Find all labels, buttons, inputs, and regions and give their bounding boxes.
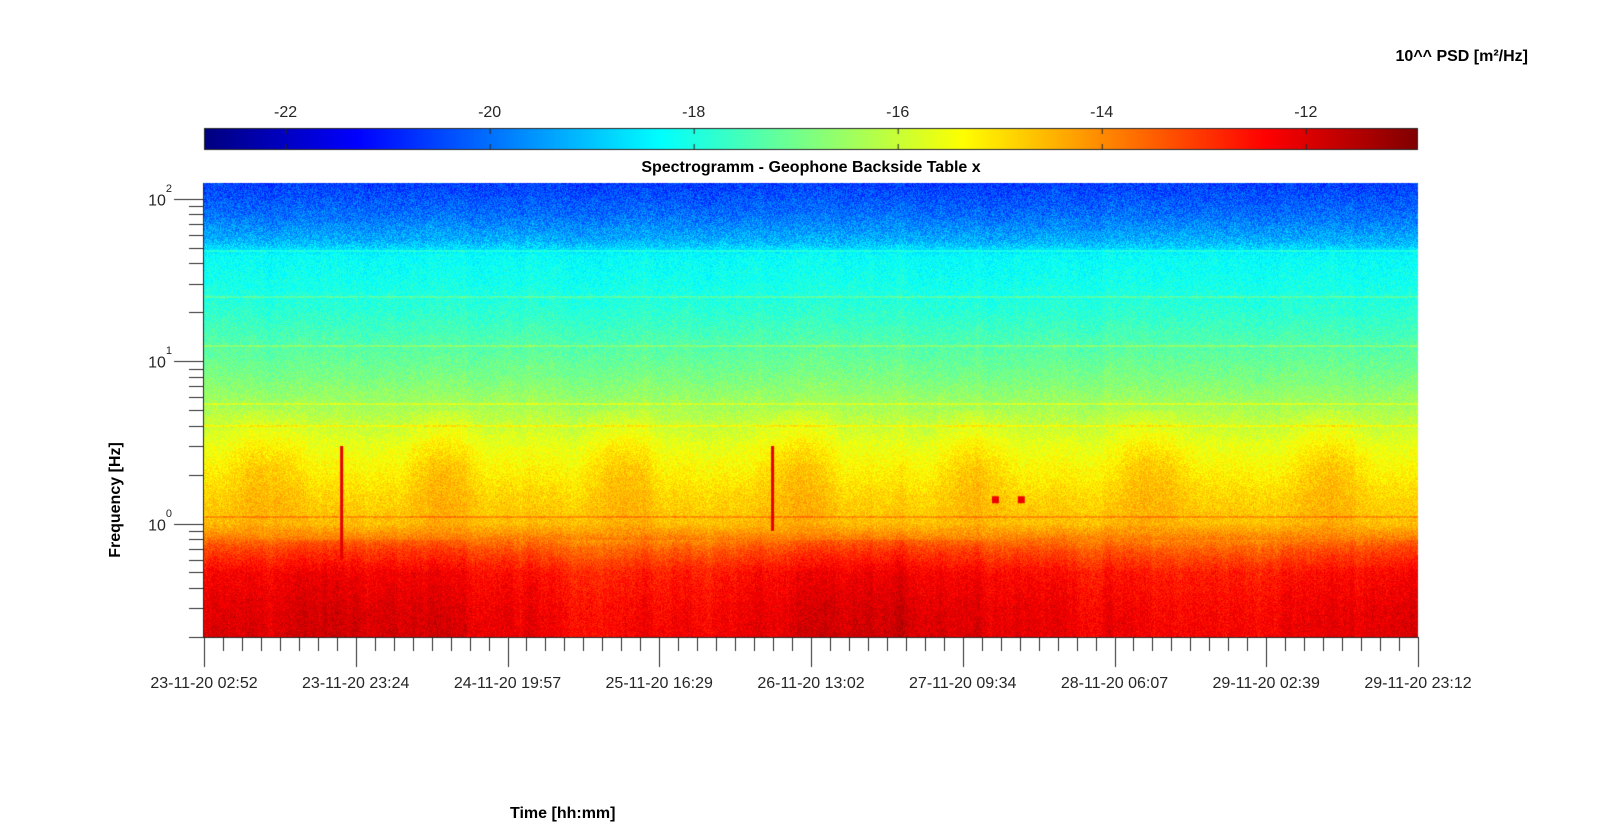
x-tick-label: 28-11-20 06:07: [1060, 675, 1169, 692]
y-axis-label: Frequency [Hz]: [107, 442, 124, 558]
y-tick-label: 100: [148, 507, 172, 534]
x-tick-label: 24-11-20 19:57: [453, 675, 562, 692]
x-tick-label: 29-11-20 23:12: [1364, 675, 1472, 692]
colorbar-label: 10^^ PSD [m²/Hz]: [1395, 48, 1528, 65]
colorbar-tick-label: -20: [478, 104, 502, 121]
x-tick-label: 26-11-20 13:02: [757, 675, 865, 692]
colorbar-tick-label: -22: [274, 104, 298, 121]
chart-title: Spectrogramm - Geophone Backside Table x: [641, 159, 981, 176]
x-tick-label: 27-11-20 09:34: [909, 675, 1017, 692]
x-tick-label: 23-11-20 23:24: [302, 675, 410, 692]
x-tick-label: 25-11-20 16:29: [605, 675, 713, 692]
colorbar-tick-label: -16: [886, 104, 910, 121]
x-tick-label: 23-11-20 02:52: [150, 675, 258, 692]
x-tick-label: 29-11-20 02:39: [1212, 675, 1320, 692]
colorbar-tick-label: -14: [1090, 104, 1114, 121]
colorbar-tick-label: -18: [682, 104, 706, 121]
y-tick-label: 101: [148, 345, 172, 372]
x-axis-label: Time [hh:mm]: [510, 805, 616, 822]
y-tick-label: 102: [148, 182, 172, 210]
colorbar-tick-label: -12: [1294, 104, 1318, 121]
